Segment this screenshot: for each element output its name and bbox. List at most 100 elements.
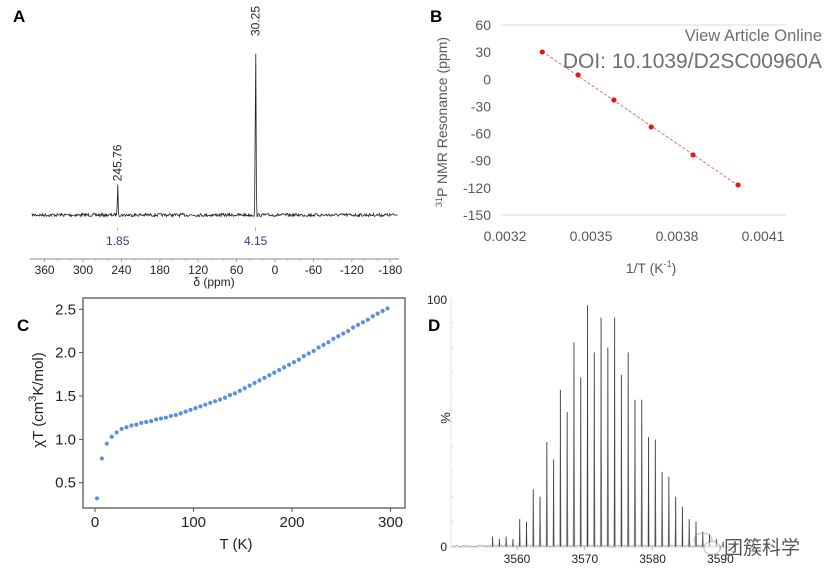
- a-x-ticks: 360 300 240 180 120 60 0 -60 -120 -180: [35, 259, 403, 277]
- panel-a: A 245.76 30.25 1.85 4.15 360 300 240 180 120 60…: [13, 6, 403, 289]
- b-y-axis-label: 31P NMR Resonance (ppm): [434, 37, 450, 207]
- panel-c-letter: C: [17, 316, 29, 335]
- wechat-icon: [693, 532, 721, 555]
- c-data-point: [282, 365, 287, 370]
- b-x-ticks: 0.0032 0.0035 0.0038 0.0041: [484, 228, 785, 244]
- c-y-label-units: K/mol): [30, 352, 47, 395]
- a-integral-value: 1.85: [106, 234, 130, 248]
- d-y-axis-label: %: [438, 412, 453, 424]
- c-data-point: [168, 413, 173, 419]
- c-data-point: [291, 360, 297, 365]
- b-x-axis-label: 1/T (K-1): [626, 259, 677, 276]
- d-y-tick-label: 100: [427, 293, 447, 307]
- b-data-point: [690, 152, 696, 158]
- b-data-point: [648, 124, 654, 130]
- a-x-tick-label: 360: [35, 263, 55, 277]
- d-x-tick-label: 3560: [504, 552, 531, 566]
- c-data-point: [109, 434, 114, 439]
- linear-fit-line: [542, 51, 739, 186]
- a-x-tick-label: 120: [188, 263, 208, 277]
- a-x-tick-label: -180: [378, 263, 402, 277]
- b-x-label-superscript: -1: [664, 259, 672, 269]
- d-x-tick-label: 3570: [571, 552, 598, 566]
- c-data-point: [129, 423, 134, 428]
- d-y-ticks: 100 0: [427, 293, 453, 554]
- c-x-tick-label: 300: [378, 514, 403, 531]
- c-data-point: [331, 336, 336, 341]
- c-data-point: [134, 422, 139, 427]
- c-data-point: [247, 383, 252, 388]
- b-y-tick-label: 60: [475, 17, 491, 33]
- d-x-tick-label: 3590: [707, 552, 734, 566]
- c-data-point: [94, 496, 100, 501]
- b-data-point: [611, 97, 617, 103]
- c-data-point: [104, 441, 109, 446]
- c-data-point: [242, 386, 247, 391]
- c-data-point: [277, 367, 282, 373]
- panel-c: C 0.5 1.0 1.5 2.0 2.5 0 100 200 300 χT (cm3K/mo…: [17, 297, 406, 553]
- b-y-label-superscript: 31: [434, 197, 444, 207]
- c-y-tick-label: 0.5: [55, 475, 76, 492]
- b-y-tick-label: 0: [483, 71, 491, 87]
- d-y-tick-label: 0: [440, 540, 447, 554]
- brand-watermark: 团簇科学: [693, 532, 800, 559]
- a-integral-value: 4.15: [244, 234, 268, 248]
- b-data-point: [735, 182, 741, 188]
- panel-d-letter: D: [428, 316, 440, 335]
- b-y-tick-label: -60: [471, 126, 491, 142]
- c-data-point: [139, 420, 144, 425]
- panel-a-letter: A: [13, 7, 25, 26]
- panel-b-letter: B: [430, 7, 442, 26]
- c-data-point: [183, 409, 188, 414]
- c-data-point: [144, 419, 149, 425]
- c-data-points: [94, 306, 390, 501]
- c-data-point: [252, 380, 257, 386]
- c-data-point: [306, 351, 311, 356]
- c-data-point: [198, 404, 203, 409]
- c-x-tick-label: 100: [181, 514, 206, 531]
- watermark-view-article[interactable]: View Article Online: [685, 27, 822, 45]
- c-y-tick-label: 2.0: [55, 345, 76, 362]
- a-x-tick-label: 180: [150, 263, 170, 277]
- b-x-label-close: ): [672, 260, 677, 276]
- c-data-point: [217, 397, 223, 402]
- c-data-point: [114, 430, 119, 435]
- b-y-tick-label: -90: [471, 153, 491, 169]
- c-x-ticks: 0 100 200 300: [91, 508, 403, 531]
- c-data-point: [203, 402, 208, 407]
- b-x-label-text: 1/T (K: [626, 260, 665, 276]
- nmr-spectrum-trace: [31, 53, 398, 219]
- c-data-point: [119, 426, 124, 432]
- c-data-point: [237, 388, 242, 393]
- c-data-point: [286, 362, 292, 367]
- c-data-point: [158, 416, 164, 421]
- c-data-point: [173, 412, 178, 418]
- b-data-point: [539, 49, 545, 55]
- c-data-point: [370, 314, 375, 319]
- watermark-doi[interactable]: DOI: 10.1039/D2SC00960A: [563, 50, 822, 73]
- c-y-axis-label: χT (cm3K/mol): [27, 352, 47, 447]
- c-data-point: [232, 391, 237, 396]
- a-x-tick-label: 60: [230, 263, 244, 277]
- c-x-axis-label: T (K): [219, 536, 252, 553]
- peak-labels: 245.76 30.25: [111, 6, 263, 182]
- c-x-tick-label: 200: [279, 514, 304, 531]
- panel-d: D 100 0 3560 3570 3580 3590 % 团簇科学: [427, 293, 800, 566]
- c-y-label-text: χT (cm: [30, 402, 47, 448]
- c-y-label-superscript: 3: [27, 396, 39, 402]
- c-data-point: [375, 311, 380, 316]
- d-x-ticks: 3560 3570 3580 3590: [504, 547, 734, 566]
- c-data-point: [316, 345, 321, 350]
- c-data-point: [326, 340, 331, 345]
- c-data-point: [321, 342, 326, 347]
- a-x-tick-label: 0: [272, 263, 279, 277]
- c-data-point: [301, 354, 306, 359]
- c-plot-frame: [82, 297, 406, 509]
- c-y-tick-label: 1.0: [55, 431, 76, 448]
- b-data-point: [575, 72, 581, 78]
- b-x-tick-label: 0.0032: [484, 228, 527, 244]
- c-data-point: [350, 325, 356, 330]
- c-data-point: [213, 399, 218, 404]
- c-data-point: [227, 393, 233, 398]
- c-data-point: [311, 348, 316, 354]
